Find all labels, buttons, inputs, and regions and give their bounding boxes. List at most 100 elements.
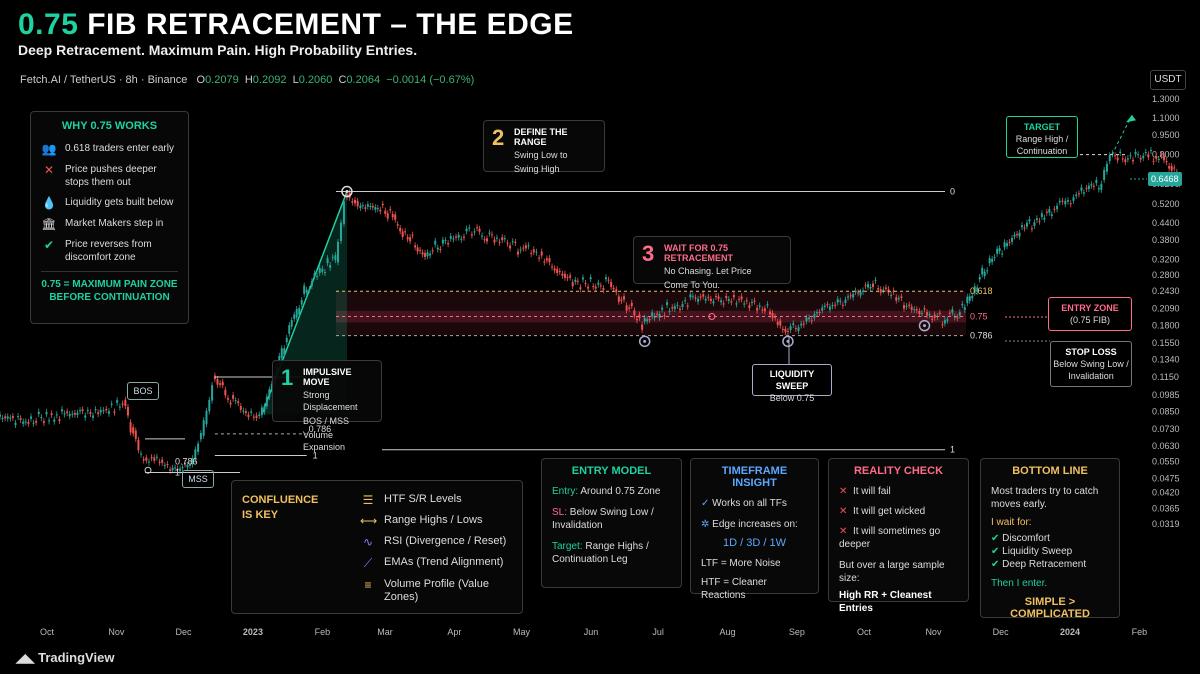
why-box-footer: 0.75 = MAXIMUM PAIN ZONE BEFORE CONTINUA… [41,271,178,304]
candle-body [735,303,738,305]
candle-body [628,307,631,309]
candle-body [519,249,522,251]
y-tick-label: 0.5200 [1152,199,1180,209]
candle-body [202,420,205,436]
candle-body [1035,218,1038,220]
candle-body [29,416,32,419]
y-tick-label: 0.0319 [1152,519,1180,529]
candle-body [468,227,471,229]
candle-body [689,294,692,298]
candle-body [823,305,826,308]
fib-75-touch-marker [708,312,716,320]
candle-body [401,231,404,237]
candle-body [1072,197,1075,201]
candle-body [342,201,345,224]
candle-body [543,261,546,263]
candle-body [426,252,429,257]
x-tick-label: Feb [315,627,331,637]
candle-body [877,287,880,290]
candle-body [481,235,484,237]
candle-body [748,305,751,309]
candle-body [476,227,479,229]
candle-body [1121,158,1124,160]
currency-button[interactable]: USDT [1150,70,1186,90]
candle-body [35,420,38,423]
reality-check-box: REALITY CHECK ✕ It will fail ✕ It will g… [828,458,969,614]
candle-body [234,400,237,402]
candle-body [821,307,824,311]
candle-body [386,213,389,219]
candle-body [971,295,974,299]
candle-body [313,273,316,277]
y-tick-label: 0.9500 [1152,130,1180,140]
candle-body [63,413,66,415]
candle-body [709,298,712,301]
mss-marker [144,466,152,474]
y-tick-label: 0.0630 [1152,441,1180,451]
candle-body [743,303,746,305]
candle-body [1045,211,1048,213]
candle-body [406,237,409,240]
candle-body [110,403,113,405]
y-tick-label: 0.1800 [1152,321,1180,331]
candle-body [501,237,504,241]
candle-body [488,232,491,234]
candle-body [786,330,789,332]
x-tick-label: Jul [652,627,664,637]
candle-body [107,411,110,414]
candle-body [792,323,795,326]
candle-body [607,279,610,281]
check-icon: ✔ [991,559,1000,570]
candle-body [155,456,158,458]
x-tick-label: Oct [40,627,55,637]
candle-body [374,207,377,210]
candle-body [288,325,291,334]
candle-body [436,247,439,250]
x-tick-label: Sep [789,627,805,637]
tradingview-brand[interactable]: ◢◣ TradingView [16,650,115,665]
candle-body [594,286,597,289]
candle-body [663,315,666,317]
candle-body [490,234,493,236]
candle-body [1025,222,1028,227]
candle-body [897,298,900,300]
candle-body [641,324,644,330]
candle-body [66,411,69,414]
candle-body [465,228,468,232]
candle-body [391,214,394,218]
candle-body [32,422,35,424]
candle-body [48,420,51,422]
candle-body [973,286,976,293]
candle-body [89,412,92,414]
candle-body [686,305,689,307]
candle-body [530,253,533,255]
candle-body [808,317,811,320]
y-tick-label: 0.1150 [1152,372,1179,382]
candle-body [356,200,359,207]
stop-loss-label: STOP LOSS Below Swing Low / Invalidation [1050,341,1132,387]
candle-body [118,406,121,408]
candle-body [129,422,132,433]
candle-body [841,304,844,306]
candle-body [943,320,946,324]
candle-body [983,271,986,277]
symbol-label[interactable]: Fetch.AI / TetherUS · 8h · Binance [20,74,188,86]
candle-body [913,309,916,311]
candle-body [712,301,715,304]
candle-body [1131,159,1134,162]
candle-body [1157,159,1160,161]
candle-body [113,411,116,413]
candle-body [94,409,97,411]
candle-body [584,282,587,284]
candle-body [1129,155,1132,157]
x-tick-label: Feb [1132,627,1148,637]
check-icon: ✔ [43,238,55,252]
candle-body [951,309,954,313]
candle-body [834,304,837,306]
candle-body [859,291,862,296]
candle-body [50,413,53,416]
candle-body [137,439,140,451]
tradingview-logo-icon: ◢◣ [16,651,35,665]
candle-body [455,236,458,238]
